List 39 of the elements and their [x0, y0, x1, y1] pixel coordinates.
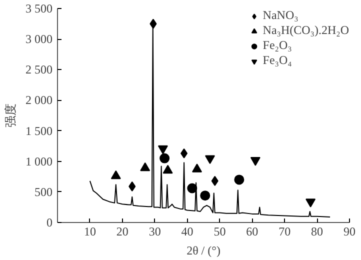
y-tick-label: 500	[34, 184, 52, 199]
x-tick-label: 50	[214, 224, 226, 238]
point	[204, 155, 215, 164]
y-tick-label: 2 000	[26, 93, 52, 108]
point	[180, 148, 188, 158]
point	[110, 170, 121, 180]
point	[158, 145, 168, 154]
point	[187, 183, 198, 194]
legend-label: NaNO₃	[262, 8, 298, 23]
y-axis-title: 强度	[4, 104, 18, 128]
point	[128, 181, 136, 192]
point	[200, 190, 210, 201]
point	[140, 162, 150, 172]
point	[192, 164, 202, 172]
x-tick-label: 60	[246, 224, 258, 238]
y-tick-label: 1 000	[26, 154, 52, 168]
y-tick-label: 3 500	[26, 2, 52, 16]
x-tick-label: 30	[148, 224, 161, 238]
x-tick-label: 20	[116, 224, 128, 238]
legend-label: Na₃H(CO₃).2H₂O	[262, 23, 349, 38]
x-tick-label: 10	[84, 224, 96, 238]
point	[160, 153, 170, 164]
legend-label: Fe₂O₃	[262, 38, 292, 53]
x-tick-label: 70	[278, 224, 291, 238]
y-tick-label: 2 500	[26, 62, 52, 77]
y-tick-label: 3 000	[26, 32, 52, 46]
x-tick-label: 90	[344, 224, 356, 238]
x-axis-title: 2θ / (°)	[186, 244, 220, 258]
point	[162, 164, 173, 174]
point	[250, 157, 260, 166]
point	[211, 176, 218, 186]
y-tick-label: 0	[46, 216, 52, 230]
point	[234, 174, 244, 185]
legend-label: Fe₃O₄	[262, 53, 292, 68]
point	[306, 198, 316, 208]
y-tick-label: 1 500	[26, 124, 52, 138]
point	[150, 18, 157, 29]
x-tick-label: 80	[311, 224, 324, 238]
x-tick-label: 40	[181, 224, 194, 238]
